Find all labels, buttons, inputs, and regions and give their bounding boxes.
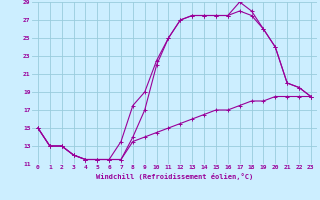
- X-axis label: Windchill (Refroidissement éolien,°C): Windchill (Refroidissement éolien,°C): [96, 173, 253, 180]
